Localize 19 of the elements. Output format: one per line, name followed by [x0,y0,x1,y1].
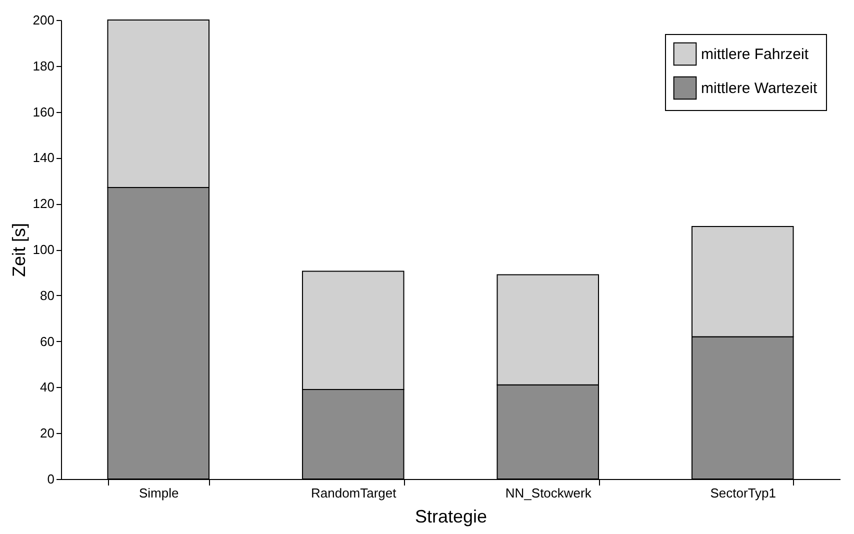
y-tick-label: 140 [32,150,54,166]
x-tick-label: RandomTarget [310,486,397,500]
y-tick-label: 60 [40,334,54,349]
y-tick-label: 180 [32,58,54,74]
y-tick-label: 200 [32,12,54,28]
y-tick-label: 20 [40,426,54,441]
legend-label: mittlere Fahrzeit [701,46,810,63]
y-tick-label: 80 [40,288,54,303]
y-tick-label: 100 [32,242,54,257]
y-tick-label: 160 [32,104,54,120]
y-axis-title: Zeit [s] [8,222,29,278]
x-tick-label: Simple [139,486,179,500]
y-tick-label: 120 [32,196,54,212]
x-tick-label: SectorTyp1 [710,486,776,500]
y-tick-label: 0 [47,472,54,486]
y-tick-label: 40 [40,380,54,395]
legend-label: mittlere Wartezeit [701,80,818,97]
x-tick-label: NN_Stockwerk [505,486,592,500]
x-axis-title: Strategie [414,506,488,526]
